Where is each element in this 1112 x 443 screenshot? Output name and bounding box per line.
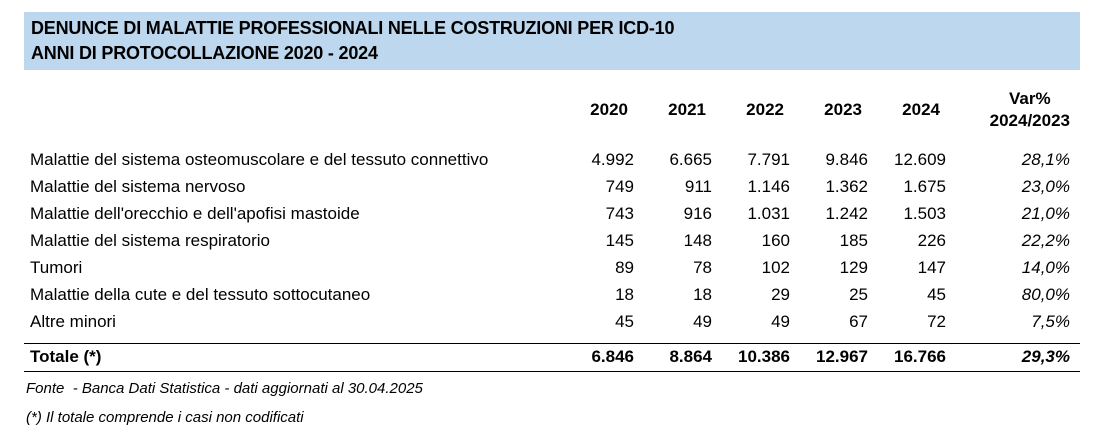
total-var-cell: 29,3% xyxy=(958,342,1080,372)
value-cell: 1.362 xyxy=(825,176,868,196)
column-header-2023: 2023 xyxy=(824,100,862,119)
table-row: Malattie del sistema respiratorio 145 14… xyxy=(24,227,1080,254)
var-header-line1: Var% xyxy=(1009,89,1051,108)
total-value-cell: 12.967 xyxy=(802,342,880,372)
row-label: Malattie della cute e del tessuto sottoc… xyxy=(30,284,371,304)
value-cell: 1.031 xyxy=(747,203,790,223)
value-cell: 18 xyxy=(615,284,634,304)
report-title-line1: DENUNCE DI MALATTIE PROFESSIONALI NELLE … xyxy=(31,18,675,38)
row-label: Tumori xyxy=(30,257,83,277)
table-row: Tumori 89 78 102 129 147 14,0% xyxy=(24,254,1080,281)
data-table-wrapper: 2020 2021 2022 2023 2024 Var% 2024/2023 … xyxy=(24,84,1080,372)
total-label: Totale (*) xyxy=(24,342,568,372)
row-label: Malattie del sistema respiratorio xyxy=(30,230,270,250)
row-label: Malattie del sistema nervoso xyxy=(30,176,246,196)
value-cell: 148 xyxy=(683,230,712,250)
table-row: Altre minori 45 49 49 67 72 7,5% xyxy=(24,308,1080,335)
value-cell: 145 xyxy=(605,230,634,250)
value-cell: 9.846 xyxy=(825,149,868,169)
label-column-header xyxy=(24,84,568,146)
var-cell: 22,2% xyxy=(1021,230,1070,250)
value-cell: 89 xyxy=(615,257,634,277)
value-cell: 911 xyxy=(684,176,712,196)
value-cell: 743 xyxy=(605,203,634,223)
value-cell: 1.146 xyxy=(747,176,790,196)
column-header-2020: 2020 xyxy=(590,100,628,119)
header-row: 2020 2021 2022 2023 2024 Var% 2024/2023 xyxy=(24,84,1080,146)
value-cell: 1.242 xyxy=(825,203,868,223)
value-cell: 185 xyxy=(839,230,868,250)
table-row: Malattie del sistema nervoso 749 911 1.1… xyxy=(24,173,1080,200)
title-band: DENUNCE DI MALATTIE PROFESSIONALI NELLE … xyxy=(24,12,1080,70)
row-label: Malattie del sistema osteomuscolare e de… xyxy=(30,149,489,169)
value-cell: 916 xyxy=(683,203,712,223)
var-cell: 23,0% xyxy=(1021,176,1070,196)
total-value-cell: 16.766 xyxy=(880,342,958,372)
value-cell: 67 xyxy=(849,311,868,331)
value-cell: 4.992 xyxy=(591,149,634,169)
var-cell: 7,5% xyxy=(1031,311,1070,331)
value-cell: 12.609 xyxy=(894,149,946,169)
asterisk-note: (*) Il totale comprende i casi non codif… xyxy=(26,409,304,426)
value-cell: 1.675 xyxy=(903,176,946,196)
row-label: Malattie dell'orecchio e dell'apofisi ma… xyxy=(30,203,360,223)
column-header-2021: 2021 xyxy=(668,100,706,119)
table-row: Malattie della cute e del tessuto sottoc… xyxy=(24,281,1080,308)
value-cell: 6.665 xyxy=(669,149,712,169)
total-value-cell: 6.846 xyxy=(568,342,646,372)
column-header-var: Var% 2024/2023 xyxy=(958,84,1080,146)
var-cell: 21,0% xyxy=(1021,203,1070,223)
total-value-cell: 10.386 xyxy=(724,342,802,372)
value-cell: 45 xyxy=(615,311,634,331)
value-cell: 226 xyxy=(917,230,946,250)
value-cell: 78 xyxy=(693,257,712,277)
value-cell: 7.791 xyxy=(747,149,790,169)
column-header-2022: 2022 xyxy=(746,100,784,119)
value-cell: 72 xyxy=(927,311,946,331)
var-header-block: Var% 2024/2023 xyxy=(990,88,1070,132)
value-cell: 25 xyxy=(849,284,868,304)
row-label: Altre minori xyxy=(30,311,116,331)
table-row: Malattie dell'orecchio e dell'apofisi ma… xyxy=(24,200,1080,227)
value-cell: 160 xyxy=(761,230,790,250)
value-cell: 49 xyxy=(771,311,790,331)
column-header-2024: 2024 xyxy=(902,100,940,119)
source-note: Fonte - Banca Dati Statistica - dati agg… xyxy=(26,380,423,397)
var-cell: 14,0% xyxy=(1021,257,1070,277)
value-cell: 45 xyxy=(927,284,946,304)
value-cell: 18 xyxy=(693,284,712,304)
spacer-row xyxy=(24,335,1080,343)
value-cell: 49 xyxy=(693,311,712,331)
var-header-line2: 2024/2023 xyxy=(989,111,1070,130)
var-cell: 80,0% xyxy=(1021,284,1070,304)
total-value-cell: 8.864 xyxy=(646,342,724,372)
value-cell: 29 xyxy=(771,284,790,304)
data-table: 2020 2021 2022 2023 2024 Var% 2024/2023 … xyxy=(24,84,1080,372)
value-cell: 749 xyxy=(605,176,634,196)
value-cell: 1.503 xyxy=(903,203,946,223)
total-row: Totale (*) 6.846 8.864 10.386 12.967 16.… xyxy=(24,342,1080,372)
value-cell: 102 xyxy=(761,257,790,277)
report-title-line2: ANNI DI PROTOCOLLAZIONE 2020 - 2024 xyxy=(31,43,378,63)
table-row: Malattie del sistema osteomuscolare e de… xyxy=(24,146,1080,173)
value-cell: 147 xyxy=(917,257,946,277)
value-cell: 129 xyxy=(839,257,868,277)
var-cell: 28,1% xyxy=(1021,149,1070,169)
